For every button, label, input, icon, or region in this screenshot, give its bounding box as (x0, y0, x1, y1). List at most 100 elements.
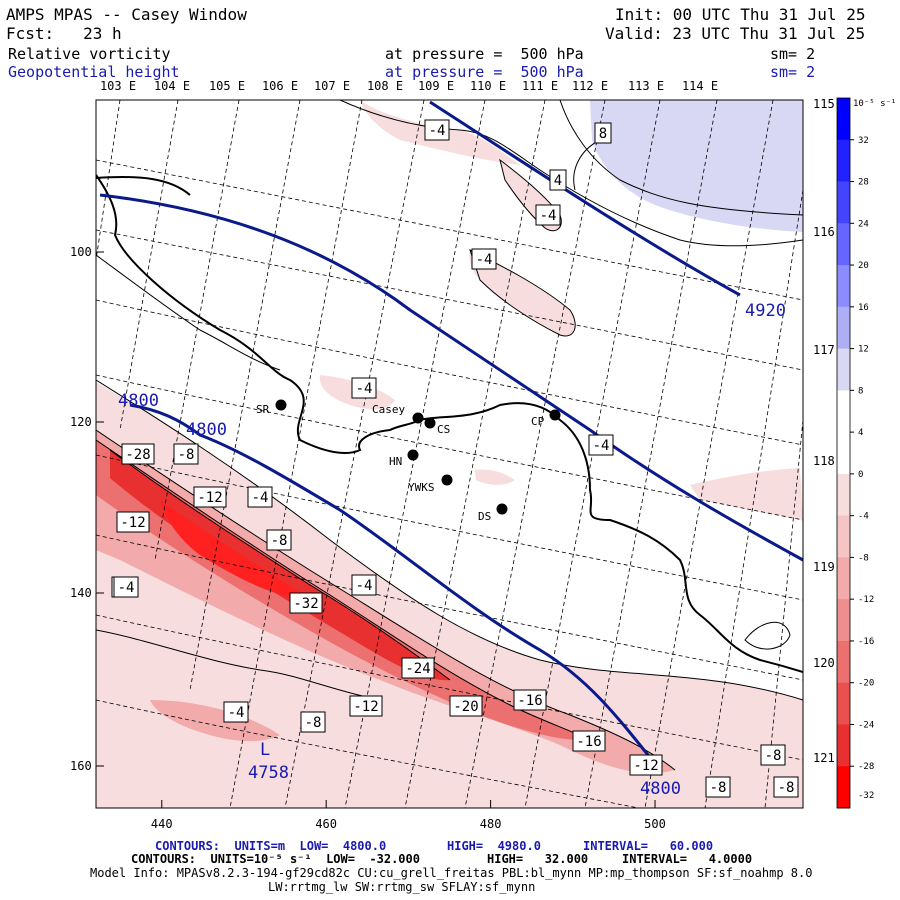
model-info-line1: Model Info: MPASv8.2.3-194-gf29cd82c CU:… (90, 866, 813, 880)
top-lon-label: 112 E (572, 79, 608, 93)
model-title: AMPS MPAS -- Casey Window (6, 5, 247, 24)
height-label-group: 4920 4800 4800 4800 L 4758 (118, 301, 786, 799)
vorticity-label: -12 (629, 754, 663, 776)
svg-text:-4: -4 (118, 580, 135, 596)
svg-text:-16: -16 (576, 734, 601, 750)
colorbar-segment (837, 306, 850, 350)
vorticity-label: -8 (760, 744, 786, 766)
station-marker (407, 449, 419, 461)
station-marker (275, 399, 287, 411)
station-label: CP (531, 415, 545, 428)
bottom-axis-tick: 440 (151, 817, 173, 831)
vorticity-label: -4 (351, 574, 377, 596)
colorbar-segment (837, 348, 850, 391)
vorticity-label: -8 (300, 711, 326, 733)
station-marker (412, 412, 424, 424)
colorbar-tick-label: -24 (858, 720, 874, 730)
vorticity-label: -8 (705, 776, 731, 798)
vorticity-label: -4 (247, 486, 273, 508)
init-time: Init: 00 UTC Thu 31 Jul 25 (615, 5, 866, 24)
svg-text:-20: -20 (453, 699, 478, 715)
height-label: 4920 (745, 301, 786, 321)
bottom-axis-tick: 480 (480, 817, 502, 831)
station-label: CS (437, 423, 450, 436)
colorbar-segment (837, 390, 850, 433)
svg-text:-8: -8 (765, 748, 782, 764)
station-marker (441, 474, 453, 486)
vorticity-label: -4 (588, 434, 614, 456)
svg-text:-24: -24 (405, 661, 430, 677)
station-casey: Casey (372, 403, 424, 424)
svg-text:-4: -4 (476, 252, 493, 268)
vorticity-label: -12 (193, 486, 227, 508)
colorbar-segment (837, 599, 850, 642)
field2-name: Geopotential height (8, 63, 180, 81)
top-lon-label: 110 E (470, 79, 506, 93)
station-marker (496, 503, 508, 515)
model-info-line2: LW:rrtmg_lw SW:rrtmg_sw SFLAY:sf_mynn (268, 880, 536, 894)
top-lon-label: 109 E (418, 79, 454, 93)
top-lon-label: 108 E (367, 79, 403, 93)
height-contour-high: HIGH= 4980.0 (447, 839, 541, 853)
plot-frame (95, 99, 804, 809)
svg-text:-8: -8 (178, 447, 195, 463)
vorticity-label: 8 (594, 122, 612, 144)
colorbar-segment (837, 473, 850, 517)
colorbar-segment (837, 640, 850, 684)
colorbar-tick-label: -8 (858, 553, 869, 563)
vorticity-label: -12 (349, 695, 383, 717)
station-label: YWKS (408, 481, 435, 494)
svg-text:-4: -4 (429, 123, 446, 139)
colorbar-tick-label: -4 (858, 512, 869, 522)
svg-text:-12: -12 (633, 758, 658, 774)
station-label: HN (389, 455, 402, 468)
vorticity-label: -8 (773, 776, 799, 798)
vorticity-label: -4 (113, 576, 139, 598)
colorbar-tick-label: 32 (858, 136, 869, 146)
top-lon-label: 103 E (100, 79, 136, 93)
height-label: 4800 (640, 779, 681, 799)
svg-text:4: 4 (554, 173, 562, 189)
height-contour-info: CONTOURS: UNITS=m LOW= 4800.0 (155, 839, 387, 853)
forecast-hour: Fcst: 23 h (6, 24, 122, 43)
vorticity-label: -24 (401, 657, 435, 679)
station-label: Casey (372, 403, 405, 416)
vorticity-label: -8 (266, 529, 292, 551)
bottom-axis-tick: 500 (644, 817, 666, 831)
positive-vorticity-area (590, 100, 803, 232)
colorbar-tick-label: 12 (858, 345, 869, 355)
colorbar-tick-label: 20 (858, 261, 869, 271)
colorbar-segment (837, 766, 850, 809)
field2-smoothing: sm= 2 (770, 63, 816, 81)
colorbar: 32 28 24 20 16 12 8 4 0 -4 -8 -12 -16 -20 -24 -28 -32 10⁻… (836, 97, 896, 809)
field1-level: at pressure = 500 hPa (385, 45, 584, 63)
vorticity-label: 4 (549, 169, 567, 191)
vorticity-label: -28 (121, 443, 155, 465)
colorbar-tick-label: 28 (858, 178, 869, 188)
colorbar-tick-label: -16 (858, 637, 874, 647)
svg-text:-12: -12 (197, 490, 222, 506)
vorticity-label-group: -4 8 4 -4 -4 -4 -4 -28 -8 -12 -4 -12 -8 -4 -4 -32 -4 -24 -… (111, 119, 799, 798)
vorticity-label: -16 (572, 730, 606, 752)
colorbar-tick-label: 0 (858, 470, 863, 480)
vorticity-label: -20 (449, 695, 483, 717)
station-cp: CP (531, 409, 561, 428)
colorbar-tick-label: -28 (858, 762, 874, 772)
valid-time: Valid: 23 UTC Thu 31 Jul 25 (605, 24, 866, 43)
vorticity-label: -16 (513, 689, 547, 711)
colorbar-segment (837, 98, 850, 141)
top-lon-label: 104 E (154, 79, 190, 93)
svg-text:-4: -4 (228, 705, 245, 721)
svg-text:-8: -8 (778, 780, 795, 796)
vorticity-contour-interval: INTERVAL= 4.0000 (622, 852, 753, 866)
station-cs: CS (424, 417, 450, 436)
station-ds: DS (478, 503, 508, 523)
vorticity-contours (96, 100, 803, 771)
vorticity-label: -4 (424, 119, 450, 141)
vorticity-label: -4 (351, 377, 377, 399)
svg-text:-4: -4 (356, 381, 373, 397)
field1-smoothing: sm= 2 (770, 45, 816, 63)
height-label: 4800 (118, 391, 159, 411)
top-lon-label: 107 E (314, 79, 350, 93)
svg-text:-12: -12 (120, 515, 145, 531)
